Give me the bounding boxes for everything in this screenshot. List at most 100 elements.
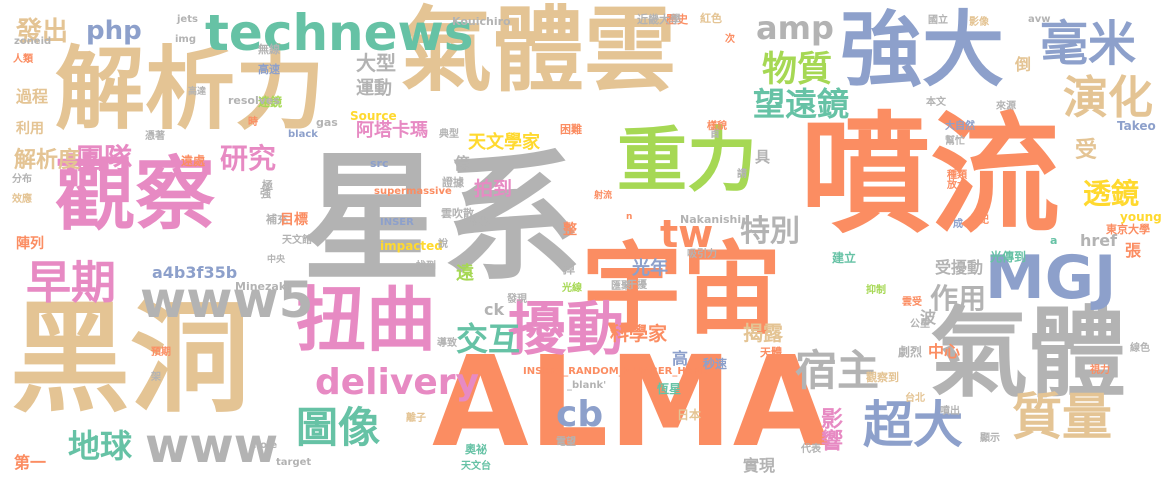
cloud-word-130: 來源 bbox=[996, 101, 1016, 112]
cloud-word-60: 遠 bbox=[456, 263, 474, 284]
cloud-word-11: 扭曲 bbox=[296, 279, 436, 361]
cloud-word-153: 目標 bbox=[280, 212, 308, 228]
cloud-word-62: young bbox=[1120, 210, 1162, 224]
cloud-word-18: 望遠鏡 bbox=[753, 85, 850, 123]
cloud-word-78: jets bbox=[177, 14, 198, 25]
cloud-word-66: 效應 bbox=[12, 194, 32, 205]
cloud-word-119: 台北 bbox=[905, 393, 925, 404]
cloud-word-92: 典型 bbox=[439, 129, 459, 140]
cloud-word-16: 演化 bbox=[1063, 71, 1154, 124]
cloud-word-113: 光傳到 bbox=[990, 250, 1027, 264]
cloud-word-14: technews bbox=[205, 4, 474, 62]
cloud-word-47: 拍到 bbox=[474, 178, 513, 200]
cloud-word-76: Takeo bbox=[1117, 119, 1156, 133]
cloud-word-44: 天文學家 bbox=[468, 132, 540, 153]
cloud-word-27: 超大 bbox=[863, 396, 963, 454]
cloud-word-98: 光線 bbox=[562, 283, 582, 294]
cloud-word-122: 代表 bbox=[801, 444, 821, 455]
cloud-word-7: 觀察 bbox=[55, 148, 215, 241]
cloud-word-56: 中心 bbox=[928, 342, 961, 361]
cloud-word-137: 影像 bbox=[969, 17, 989, 28]
cloud-word-50: 揭露 bbox=[743, 321, 783, 345]
cloud-word-77: Kouichiro bbox=[452, 15, 511, 28]
cloud-word-21: 研究 bbox=[220, 142, 277, 175]
cloud-word-120: 噴出 bbox=[940, 406, 960, 417]
cloud-word-41: 大型 bbox=[356, 51, 396, 75]
cloud-word-133: 歷史 bbox=[666, 13, 688, 26]
cloud-word-23: www5 bbox=[140, 271, 314, 329]
cloud-word-87: 雲吹散 bbox=[441, 207, 474, 220]
cloud-word-69: src bbox=[370, 157, 389, 170]
cloud-word-79: img bbox=[175, 34, 197, 45]
cloud-word-115: 雲受 bbox=[902, 297, 922, 308]
cloud-word-112: 建立 bbox=[832, 251, 857, 265]
cloud-word-82: 無線 bbox=[258, 43, 280, 56]
cloud-word-160: a bbox=[1050, 234, 1058, 247]
cloud-word-68: 強 bbox=[260, 187, 271, 200]
cloud-word-135: 國立 bbox=[928, 15, 948, 26]
cloud-word-37: 發出 bbox=[16, 17, 69, 47]
cloud-word-89: 困難 bbox=[560, 123, 582, 136]
cloud-word-72: impacted bbox=[380, 239, 443, 253]
cloud-word-155: 射流 bbox=[594, 191, 613, 201]
cloud-word-36: php bbox=[86, 16, 142, 46]
cloud-word-2: 黑洞 bbox=[10, 290, 250, 429]
cloud-word-85: 憑著 bbox=[145, 131, 165, 142]
cloud-word-161: resolves bbox=[228, 94, 280, 107]
cloud-word-51: 影響 bbox=[817, 407, 842, 451]
cloud-word-22: 早期 bbox=[26, 256, 117, 309]
cloud-word-102: 電望 bbox=[556, 437, 576, 448]
cloud-word-46: 受 bbox=[1075, 138, 1098, 163]
cloud-word-28: 質量 bbox=[1012, 388, 1112, 446]
cloud-word-132: 紅色 bbox=[700, 12, 722, 25]
cloud-word-63: 第一 bbox=[14, 453, 47, 472]
cloud-word-154: n bbox=[626, 212, 633, 222]
cloud-word-116: 公里 bbox=[910, 319, 930, 330]
cloud-word-138: 倒 bbox=[1015, 55, 1032, 74]
cloud-word-121: 顯示 bbox=[980, 433, 1000, 444]
cloud-word-162: 高達 bbox=[188, 87, 207, 97]
cloud-word-31: 交互 bbox=[456, 320, 521, 358]
cloud-word-30: 地球 bbox=[68, 427, 133, 465]
cloud-word-150: 中央 bbox=[267, 255, 286, 265]
cloud-word-144: 年紀 bbox=[969, 215, 989, 226]
cloud-word-81: 人類 bbox=[13, 54, 33, 65]
cloud-word-145: 成 bbox=[953, 219, 963, 230]
cloud-word-141: 幫忙 bbox=[945, 136, 965, 147]
cloud-word-35: 作用 bbox=[930, 282, 987, 315]
cloud-word-105: _blank' bbox=[567, 380, 607, 391]
cloud-word-34: 特別 bbox=[740, 214, 800, 249]
cloud-word-100: 實現 bbox=[743, 456, 776, 475]
cloud-word-26: 宿主 bbox=[795, 346, 880, 395]
cloud-word-48: 光年 bbox=[632, 258, 668, 279]
cloud-word-159: 劇烈 bbox=[898, 345, 923, 359]
cloud-word-157: 匯聚 bbox=[611, 281, 631, 292]
cloud-word-117: 視力 bbox=[1090, 365, 1110, 376]
cloud-word-13: MGJ bbox=[985, 243, 1117, 313]
cloud-word-118: 線色 bbox=[1130, 343, 1150, 354]
cloud-word-103: 天文台 bbox=[461, 461, 491, 472]
cloud-word-129: 首 bbox=[710, 129, 720, 140]
cloud-word-1: 噴流 bbox=[800, 99, 1061, 251]
cloud-word-142: 種類 bbox=[947, 170, 967, 181]
cloud-word-83: 高速 bbox=[258, 63, 280, 76]
cloud-word-73: Source bbox=[350, 109, 397, 123]
cloud-word-10: 氣體 bbox=[930, 297, 1127, 411]
cloud-word-20: 團隊 bbox=[76, 142, 133, 175]
cloud-word-107: 恆星 bbox=[657, 382, 682, 396]
cloud-word-25: delivery bbox=[315, 362, 479, 403]
cloud-word-84: 遠鏡 bbox=[258, 95, 283, 109]
cloud-word-90: 具 bbox=[755, 148, 771, 166]
cloud-word-110: 觀察到 bbox=[866, 371, 899, 384]
cloud-word-86: 遠處 bbox=[181, 154, 206, 168]
cloud-word-114: 抑制 bbox=[866, 285, 886, 296]
cloud-word-97: 發現 bbox=[507, 294, 527, 305]
cloud-word-99: 導致 bbox=[437, 338, 457, 349]
cloud-word-128: 時 bbox=[248, 117, 258, 128]
cloud-word-134: 近畿大學 bbox=[637, 13, 681, 26]
cloud-word-9: 強大 bbox=[840, 3, 1005, 98]
cloud-word-104: INSERT_RANDOM_NUMBER_HERE' bbox=[523, 366, 711, 377]
cloud-word-52: a4b3f35b bbox=[152, 263, 238, 282]
cloud-word-156: 干擾 bbox=[627, 280, 647, 291]
cloud-word-43: 阿塔卡瑪 bbox=[356, 120, 428, 141]
